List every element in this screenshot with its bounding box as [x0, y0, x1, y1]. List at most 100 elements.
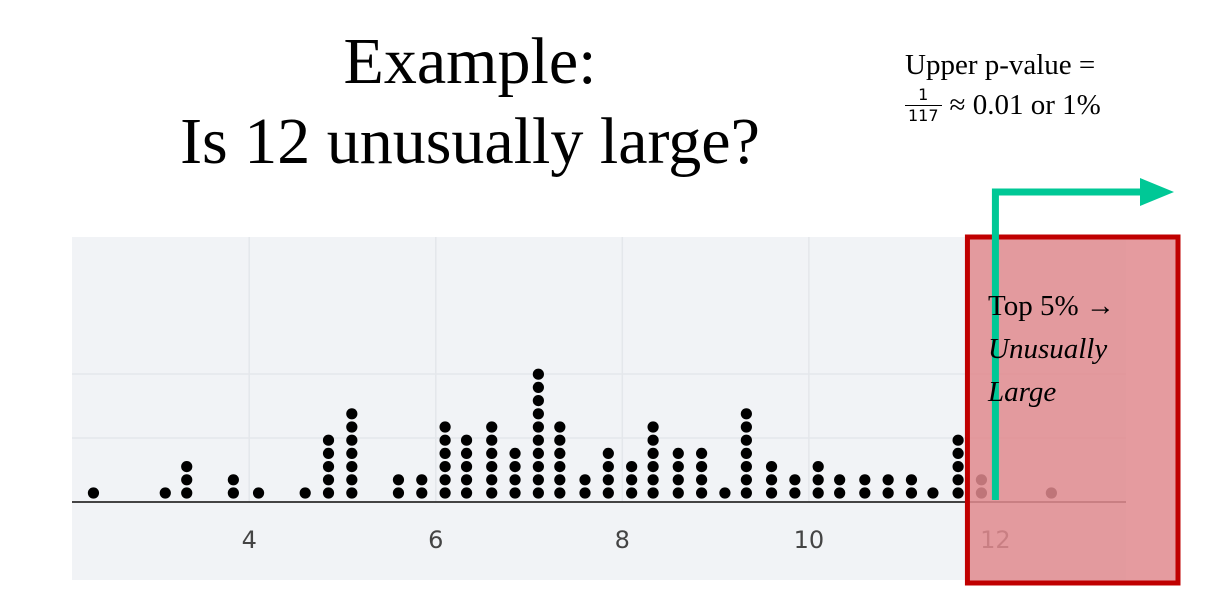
dot — [834, 474, 846, 486]
dot — [554, 421, 566, 433]
dot — [740, 487, 752, 499]
dot — [486, 434, 498, 446]
dot — [87, 487, 100, 499]
dot — [181, 461, 193, 473]
dot — [439, 487, 451, 499]
dot — [740, 474, 752, 486]
dot — [579, 487, 591, 499]
dot — [740, 421, 752, 433]
dot — [672, 487, 684, 499]
dot — [532, 447, 544, 459]
dot — [486, 474, 498, 486]
dot — [460, 434, 473, 446]
title-line-2: Is 12 unusually large? — [180, 105, 760, 178]
dot — [439, 461, 451, 473]
dot — [392, 474, 405, 486]
x-tick-label: 8 — [615, 526, 630, 554]
dot — [905, 474, 918, 486]
x-tick-label: 10 — [794, 526, 825, 554]
dot — [696, 474, 708, 486]
dot — [789, 474, 801, 486]
dot — [322, 487, 335, 499]
dot — [346, 434, 358, 446]
dot — [672, 461, 684, 473]
dot — [532, 474, 544, 486]
dot — [439, 447, 451, 459]
dot — [952, 474, 964, 486]
dot — [416, 474, 428, 486]
dot — [602, 474, 614, 486]
annotation-line-3: Large — [988, 376, 1057, 408]
dot — [812, 461, 824, 473]
dot — [346, 474, 358, 486]
p-value-result: ≈ 0.01 or 1% — [949, 89, 1101, 121]
dot — [647, 421, 659, 433]
dot — [579, 474, 591, 486]
dot — [486, 487, 498, 499]
dot — [509, 487, 521, 499]
dot — [740, 434, 752, 446]
dot — [602, 447, 614, 459]
dot — [439, 434, 451, 446]
dot — [252, 487, 265, 499]
dot — [626, 461, 638, 473]
dot — [532, 421, 544, 433]
dot — [812, 487, 824, 499]
dot — [460, 474, 473, 486]
fraction-numerator: 1 — [918, 85, 929, 104]
p-value-box: Upper p-value = 1 117 ≈ 0.01 or 1% — [905, 48, 1195, 125]
dot — [905, 487, 918, 499]
dot — [346, 408, 358, 420]
dot — [626, 487, 638, 499]
dot — [532, 461, 544, 473]
dot — [696, 487, 708, 499]
dot — [789, 487, 801, 499]
dot — [647, 487, 659, 499]
dot — [181, 474, 193, 486]
annotation-line-2: Unusually — [988, 333, 1108, 365]
annotation-line-1: Top 5% → — [988, 290, 1115, 322]
dot — [322, 434, 335, 446]
dot — [532, 434, 544, 446]
top-5-percent-region — [964, 234, 1181, 586]
dot — [740, 447, 752, 459]
dot — [346, 487, 358, 499]
dot — [227, 474, 239, 486]
dot — [346, 447, 358, 459]
dot — [532, 395, 544, 407]
dot — [439, 421, 451, 433]
dot — [554, 487, 566, 499]
dot — [509, 447, 521, 459]
dot — [602, 461, 614, 473]
dot — [672, 447, 684, 459]
dot — [696, 461, 708, 473]
dot — [554, 474, 566, 486]
dot — [532, 381, 544, 393]
dot — [486, 461, 498, 473]
dot — [299, 487, 311, 499]
dot — [952, 487, 964, 499]
dot — [602, 487, 614, 499]
dot — [416, 487, 428, 499]
dot — [882, 474, 894, 486]
dot — [486, 421, 498, 433]
dot — [740, 461, 752, 473]
plot-background — [72, 237, 1126, 580]
dot — [509, 461, 521, 473]
dot — [159, 487, 171, 499]
dot — [719, 487, 731, 499]
dot — [346, 461, 358, 473]
dot — [346, 421, 358, 433]
dot — [647, 474, 659, 486]
dot — [460, 447, 473, 459]
dot — [952, 461, 964, 473]
dot — [322, 447, 335, 459]
arrow-head-icon — [1140, 178, 1174, 206]
dot — [859, 474, 871, 486]
dot — [952, 434, 964, 446]
dot — [532, 368, 544, 380]
dot — [672, 474, 684, 486]
title-line-1: Example: — [343, 25, 597, 98]
dot — [696, 447, 708, 459]
